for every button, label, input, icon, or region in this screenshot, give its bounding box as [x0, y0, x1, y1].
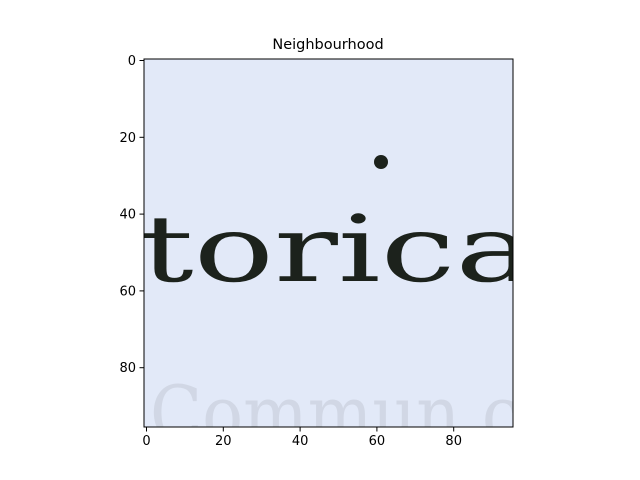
- image-frame: [143, 58, 514, 428]
- y-tick-label: 0: [128, 54, 136, 69]
- y-tick-label: 40: [119, 208, 136, 223]
- x-tick-label: 60: [369, 434, 386, 449]
- x-axis: 0 20 40 60 80: [142, 427, 462, 449]
- y-axis: 0 20 40 60 80: [119, 54, 144, 376]
- y-tick-label: 80: [119, 361, 136, 376]
- x-tick-label: 20: [215, 434, 232, 449]
- plot-title: Neighbourhood: [272, 37, 383, 53]
- y-tick-label: 60: [119, 284, 136, 299]
- i-dot-mark: [374, 155, 388, 169]
- x-tick-label: 80: [445, 434, 462, 449]
- ghost-text: Commun c: [150, 369, 520, 458]
- x-tick-label: 40: [292, 434, 309, 449]
- paper-texture: [144, 59, 513, 427]
- image-word: torica: [140, 196, 535, 303]
- image-panel: Commun c torica: [140, 59, 535, 458]
- x-tick-label: 0: [142, 434, 150, 449]
- y-tick-label: 20: [119, 131, 136, 146]
- paper-background: [144, 59, 513, 427]
